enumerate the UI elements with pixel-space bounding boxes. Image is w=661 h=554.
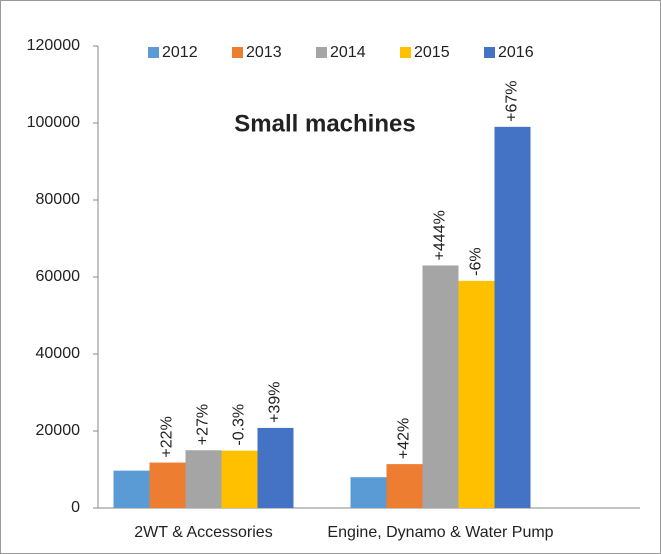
- bar: [494, 126, 531, 508]
- bar: [149, 462, 186, 508]
- legend-label: 2012: [162, 44, 198, 61]
- chart-title: Small machines: [234, 110, 415, 137]
- x-tick-label: Engine, Dynamo & Water Pump: [327, 524, 553, 541]
- y-tick-label: 80000: [36, 191, 81, 208]
- change-label: +42%: [396, 418, 413, 459]
- bar: [113, 470, 150, 508]
- change-label: +22%: [159, 416, 176, 457]
- change-label: -6%: [468, 247, 485, 275]
- legend-swatch: [232, 47, 243, 58]
- legend-label: 2014: [330, 44, 366, 61]
- legend-swatch: [400, 47, 411, 58]
- legend-swatch: [316, 47, 327, 58]
- bar: [458, 280, 495, 508]
- bar: [350, 477, 387, 508]
- legend-label: 2015: [414, 44, 450, 61]
- legend-label: 2016: [498, 44, 534, 61]
- y-tick-label: 120000: [27, 37, 80, 54]
- change-label: +39%: [267, 382, 284, 423]
- bar: [257, 427, 294, 508]
- bar: [422, 265, 459, 508]
- change-label: +67%: [504, 80, 521, 121]
- y-tick-label: 40000: [36, 345, 81, 362]
- bar: [185, 450, 222, 508]
- legend-swatch: [148, 47, 159, 58]
- y-tick-label: 60000: [36, 268, 81, 285]
- y-tick-label: 0: [71, 499, 80, 516]
- bar: [221, 450, 258, 508]
- x-tick-label: 2WT & Accessories: [134, 524, 272, 541]
- legend-swatch: [484, 47, 495, 58]
- change-label: +444%: [432, 210, 449, 260]
- change-label: -0.3%: [231, 404, 248, 446]
- change-label: +27%: [195, 404, 212, 445]
- y-tick-label: 20000: [36, 422, 81, 439]
- legend-label: 2013: [246, 44, 282, 61]
- bar: [386, 464, 423, 508]
- y-tick-label: 100000: [27, 114, 80, 131]
